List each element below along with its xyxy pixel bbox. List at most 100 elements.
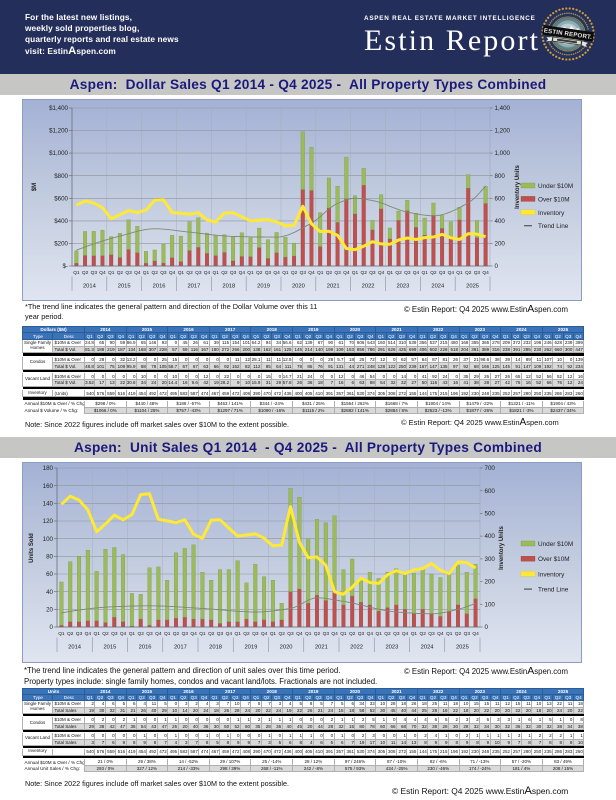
svg-text:160: 160 [43,483,54,490]
svg-text:1,000: 1,000 [495,150,511,157]
svg-text:Q2: Q2 [419,631,426,637]
svg-text:Q3: Q3 [404,270,411,276]
svg-text:Q3: Q3 [358,631,365,637]
svg-text:Q1: Q1 [411,631,418,637]
svg-text:500: 500 [485,511,496,518]
svg-text:$600: $600 [54,195,68,202]
svg-text:Q1: Q1 [317,270,324,276]
svg-text:2018: 2018 [222,284,235,290]
svg-text:Q4: Q4 [402,631,409,637]
svg-text:Q2: Q2 [314,631,321,637]
svg-text:Q1: Q1 [143,270,150,276]
svg-text:Q4: Q4 [413,270,420,276]
svg-text:Q2: Q2 [384,631,391,637]
svg-text:Under $10M: Under $10M [538,183,573,190]
svg-text:2015: 2015 [118,284,131,290]
svg-text:Q1: Q1 [212,270,219,276]
svg-text:Q3: Q3 [464,631,471,637]
svg-text:Q2: Q2 [208,631,215,637]
svg-text:2019: 2019 [244,645,257,651]
svg-text:Q1: Q1 [178,270,185,276]
svg-text:Q2: Q2 [360,270,367,276]
svg-text:Q3: Q3 [265,270,272,276]
svg-text:Q4: Q4 [204,270,211,276]
svg-text:2014: 2014 [68,645,82,651]
svg-text:Q4: Q4 [367,631,374,637]
svg-text:100: 100 [485,601,496,608]
svg-text:Q4: Q4 [261,631,268,637]
svg-text:Q3: Q3 [182,631,189,637]
svg-text:800: 800 [495,173,506,180]
svg-text:Q1: Q1 [58,631,65,637]
svg-text:0: 0 [50,624,54,631]
svg-text:600: 600 [495,195,506,202]
svg-text:Inventory Units: Inventory Units [499,526,505,570]
svg-text:2021: 2021 [327,284,340,290]
svg-text:Q4: Q4 [331,631,338,637]
svg-text:Q1: Q1 [421,270,428,276]
svg-text:$1,200: $1,200 [49,128,68,135]
svg-text:Units Sold: Units Sold [29,533,35,563]
svg-text:2014: 2014 [83,284,97,290]
svg-text:100: 100 [43,536,54,543]
svg-text:Q2: Q2 [349,631,356,637]
svg-text:Q2: Q2 [82,270,89,276]
svg-text:2017: 2017 [174,645,187,651]
svg-text:$-: $- [62,263,68,270]
svg-text:Over $10M: Over $10M [538,556,570,563]
svg-text:Q3: Q3 [300,270,307,276]
svg-text:0: 0 [495,263,499,270]
svg-text:Q2: Q2 [291,270,298,276]
svg-text:Q4: Q4 [226,631,233,637]
svg-text:Q1: Q1 [387,270,394,276]
svg-text:Q2: Q2 [186,270,193,276]
svg-text:Over $10M: Over $10M [538,196,570,203]
svg-text:400: 400 [485,533,496,540]
svg-text:180: 180 [43,465,54,472]
svg-text:Q2: Q2 [173,631,180,637]
svg-text:2024: 2024 [431,284,445,290]
svg-text:2019: 2019 [257,284,270,290]
svg-text:2025: 2025 [456,645,469,651]
svg-text:Inventory: Inventory [538,571,565,578]
svg-text:Q1: Q1 [129,631,136,637]
svg-text:2017: 2017 [187,284,200,290]
svg-text:Q2: Q2 [102,631,109,637]
svg-text:Q2: Q2 [455,631,462,637]
svg-text:1,400: 1,400 [495,105,511,112]
svg-text:600: 600 [485,488,496,495]
svg-text:Q3: Q3 [230,270,237,276]
svg-text:Under $10M: Under $10M [538,541,573,548]
svg-text:140: 140 [43,500,54,507]
svg-text:Q1: Q1 [456,270,463,276]
svg-text:400: 400 [495,218,506,225]
svg-text:Q4: Q4 [85,631,92,637]
svg-text:Q2: Q2 [278,631,285,637]
svg-text:Q1: Q1 [446,631,453,637]
svg-text:Q3: Q3 [393,631,400,637]
svg-text:2016: 2016 [153,284,166,290]
svg-text:Q4: Q4 [239,270,246,276]
svg-text:Q3: Q3 [195,270,202,276]
svg-text:Q2: Q2 [430,270,437,276]
svg-text:Inventory: Inventory [538,210,565,217]
svg-text:Q2: Q2 [326,270,333,276]
svg-text:Q4: Q4 [99,270,106,276]
svg-text:Q3: Q3 [334,270,341,276]
svg-text:Q3: Q3 [111,631,118,637]
svg-text:80: 80 [46,553,53,560]
svg-text:Q3: Q3 [439,270,446,276]
svg-text:Q2: Q2 [221,270,228,276]
svg-text:Q1: Q1 [270,631,277,637]
svg-text:1,200: 1,200 [495,128,511,135]
svg-text:Trend Line: Trend Line [538,223,569,230]
svg-text:Inventory Units: Inventory Units [515,165,521,209]
svg-text:Q1: Q1 [164,631,171,637]
svg-text:Q1: Q1 [375,631,382,637]
svg-text:Q4: Q4 [120,631,127,637]
svg-text:Q1: Q1 [73,270,80,276]
svg-text:Q3: Q3 [369,270,376,276]
svg-text:Q1: Q1 [234,631,241,637]
svg-text:Q1: Q1 [93,631,100,637]
svg-text:700: 700 [485,465,496,472]
